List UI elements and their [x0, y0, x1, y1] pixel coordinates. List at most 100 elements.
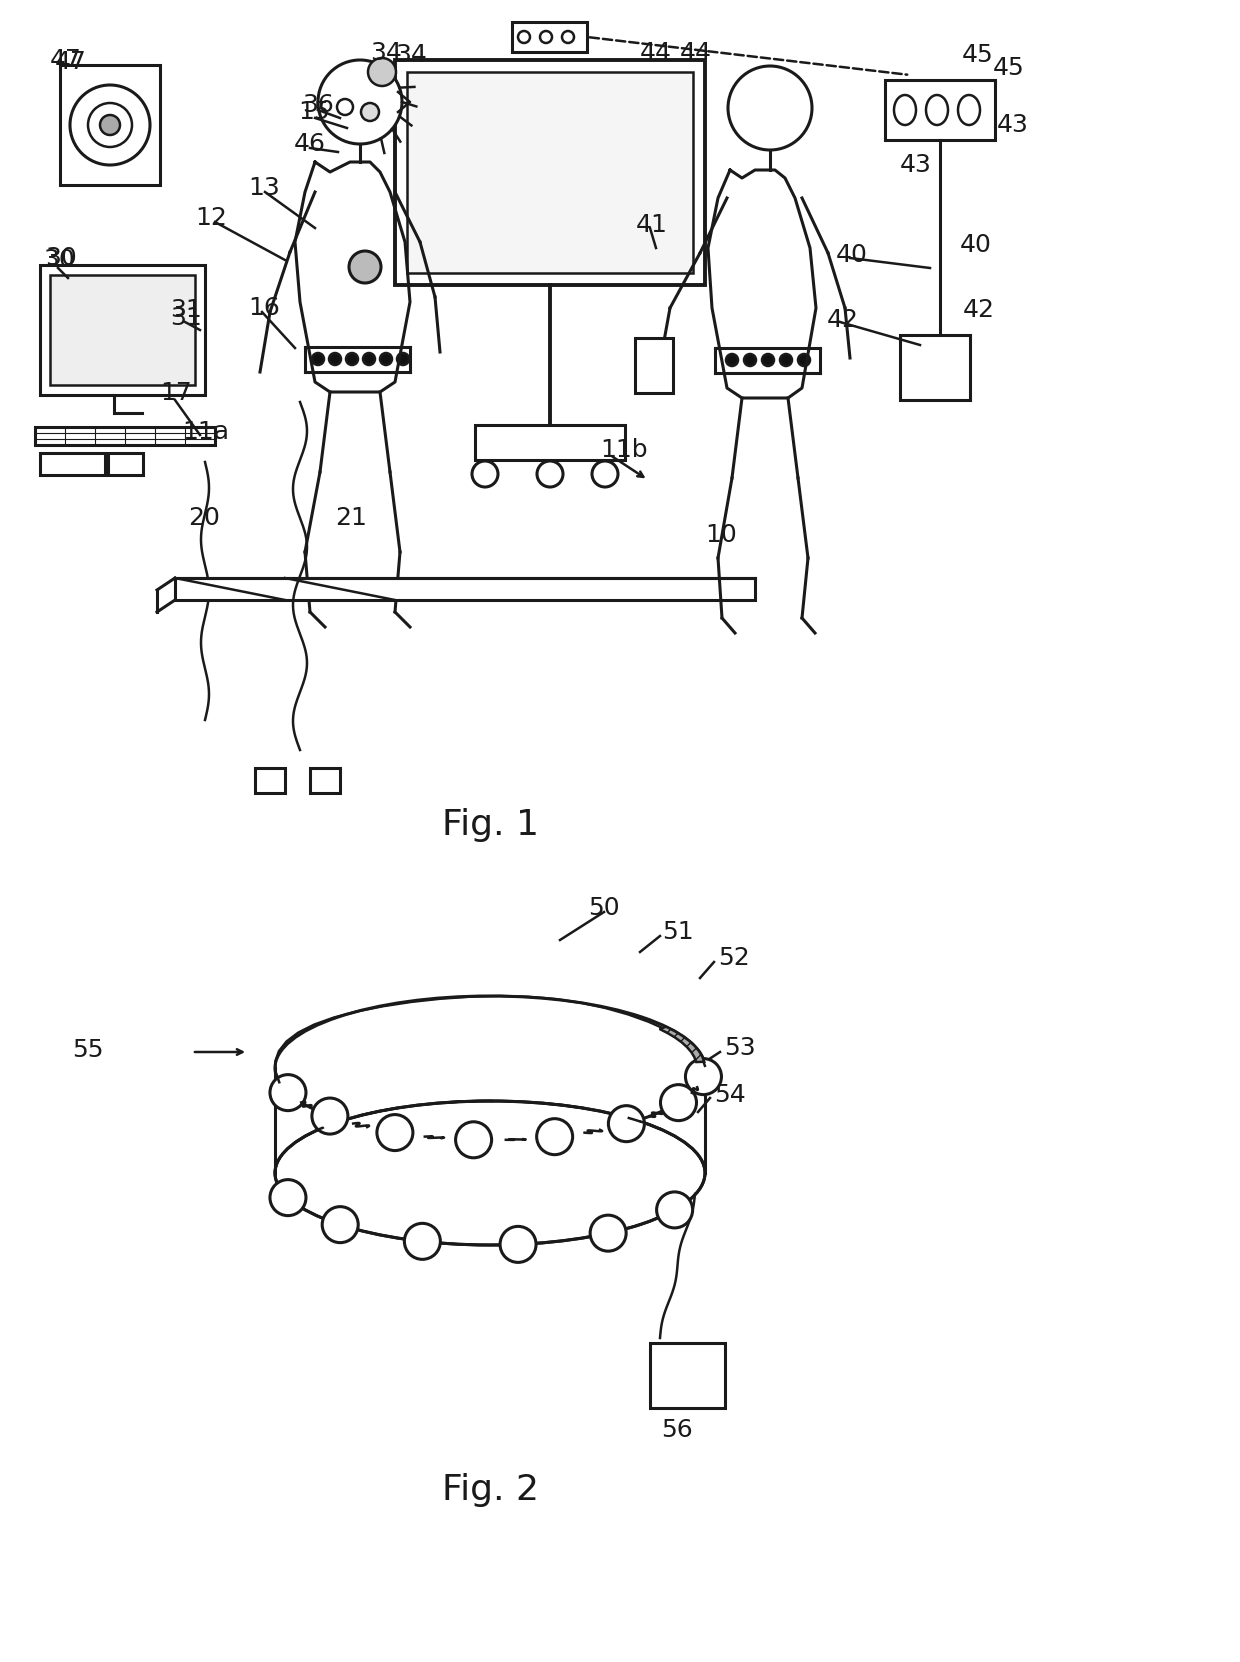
Circle shape	[609, 1105, 645, 1142]
Ellipse shape	[894, 95, 916, 125]
Circle shape	[744, 354, 756, 366]
Text: 42: 42	[827, 307, 859, 332]
Circle shape	[379, 352, 392, 366]
Bar	[40, 264, 205, 396]
Text: 20: 20	[188, 505, 219, 530]
Circle shape	[763, 354, 774, 366]
Circle shape	[661, 1085, 697, 1120]
Circle shape	[69, 85, 150, 165]
Circle shape	[686, 1059, 722, 1095]
Bar	[60, 65, 160, 184]
Bar	[255, 768, 285, 793]
Ellipse shape	[277, 1104, 703, 1243]
Circle shape	[363, 352, 374, 366]
Circle shape	[337, 100, 353, 115]
Circle shape	[562, 32, 574, 43]
Text: 54: 54	[714, 1084, 745, 1107]
Text: 34: 34	[370, 42, 402, 65]
Circle shape	[537, 460, 563, 487]
Bar	[50, 274, 195, 386]
Bar	[310, 768, 340, 793]
Bar	[475, 425, 625, 460]
Circle shape	[346, 352, 358, 366]
Text: 30: 30	[45, 246, 77, 269]
Text: 21: 21	[335, 505, 367, 530]
Circle shape	[590, 1215, 626, 1251]
Bar	[108, 454, 143, 475]
Circle shape	[591, 460, 618, 487]
Text: 16: 16	[248, 296, 280, 321]
Text: 52: 52	[718, 946, 750, 971]
Text: 43: 43	[900, 153, 932, 176]
Circle shape	[537, 1119, 573, 1155]
Ellipse shape	[959, 95, 980, 125]
Text: 45: 45	[962, 43, 993, 66]
Text: 47: 47	[55, 50, 87, 75]
Text: 46: 46	[294, 131, 326, 156]
Text: 31: 31	[170, 306, 202, 331]
Text: 31: 31	[170, 297, 202, 322]
Bar	[512, 22, 587, 52]
Text: 41: 41	[636, 213, 668, 238]
Text: 51: 51	[662, 921, 693, 944]
Text: 36: 36	[303, 93, 334, 116]
Circle shape	[404, 1223, 440, 1260]
Circle shape	[312, 1099, 348, 1133]
Bar	[885, 80, 994, 140]
Circle shape	[657, 1192, 693, 1228]
Text: 47: 47	[50, 48, 82, 71]
Circle shape	[329, 352, 341, 366]
Circle shape	[518, 32, 529, 43]
Circle shape	[368, 58, 396, 86]
Text: 42: 42	[963, 297, 994, 322]
Circle shape	[270, 1180, 306, 1215]
Bar	[900, 336, 970, 401]
Circle shape	[799, 354, 810, 366]
Bar	[35, 427, 215, 445]
Circle shape	[317, 60, 402, 145]
Bar	[40, 454, 105, 475]
Text: 40: 40	[960, 233, 992, 258]
Text: 34: 34	[396, 43, 427, 66]
Text: 10: 10	[706, 524, 737, 547]
Circle shape	[270, 1075, 306, 1110]
Bar	[396, 60, 706, 284]
Circle shape	[472, 460, 498, 487]
Circle shape	[728, 66, 812, 150]
Text: 44: 44	[640, 42, 672, 65]
Text: 56: 56	[661, 1418, 693, 1443]
Circle shape	[455, 1122, 491, 1158]
Text: 55: 55	[72, 1039, 103, 1062]
Text: 17: 17	[160, 381, 192, 406]
Bar	[635, 337, 673, 392]
Text: 43: 43	[997, 113, 1029, 136]
Text: 40: 40	[836, 243, 868, 268]
Text: 50: 50	[588, 896, 620, 921]
Bar	[407, 71, 693, 273]
Polygon shape	[660, 1027, 704, 1062]
Circle shape	[539, 32, 552, 43]
Text: 30: 30	[43, 248, 74, 273]
Text: 11a: 11a	[182, 420, 229, 444]
Circle shape	[100, 115, 120, 135]
Bar	[650, 1343, 725, 1408]
Circle shape	[88, 103, 131, 146]
Text: Fig. 2: Fig. 2	[441, 1473, 538, 1507]
Ellipse shape	[926, 95, 949, 125]
Text: Fig. 1: Fig. 1	[441, 808, 538, 843]
Ellipse shape	[275, 1100, 706, 1245]
Circle shape	[725, 354, 738, 366]
Circle shape	[377, 1115, 413, 1150]
Circle shape	[312, 352, 324, 366]
Circle shape	[500, 1227, 536, 1263]
Circle shape	[361, 103, 379, 121]
Text: 11b: 11b	[600, 439, 647, 462]
Circle shape	[322, 1207, 358, 1243]
Text: 12: 12	[195, 206, 227, 229]
Text: 13: 13	[248, 176, 280, 199]
Bar	[175, 578, 755, 600]
Circle shape	[348, 251, 381, 283]
Ellipse shape	[275, 996, 706, 1140]
Text: 45: 45	[993, 57, 1024, 80]
Text: 53: 53	[724, 1035, 755, 1060]
